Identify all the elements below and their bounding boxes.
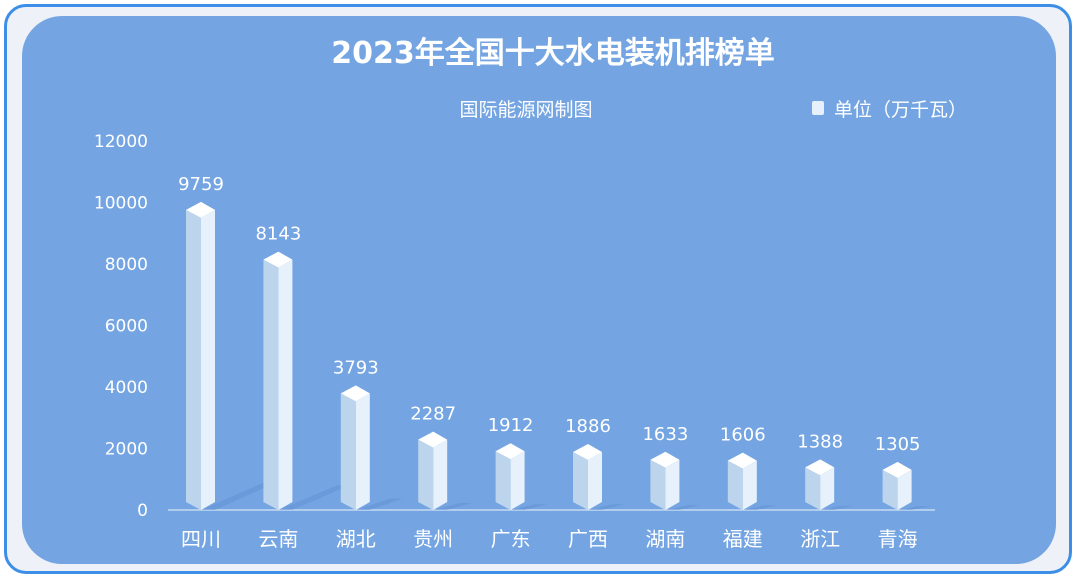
data-label: 1305 — [875, 434, 921, 455]
data-label: 8143 — [255, 224, 301, 245]
bar-shadow — [742, 505, 778, 510]
y-tick-label: 0 — [137, 501, 148, 521]
bar-left-face — [495, 451, 511, 510]
bar-shadow — [897, 506, 931, 510]
bar-left-face — [650, 459, 666, 510]
bar-left-face — [186, 209, 201, 510]
legend-swatch — [812, 101, 824, 115]
y-tick-label: 8000 — [105, 255, 148, 275]
x-tick-label: 福建 — [723, 527, 763, 551]
bar — [418, 431, 448, 510]
bar-right-face — [510, 451, 525, 510]
bar-right-face — [742, 460, 757, 510]
y-tick-label: 2000 — [105, 440, 148, 460]
data-label: 1388 — [797, 431, 843, 452]
bar-shadow — [820, 505, 854, 510]
x-tick-label: 四川 — [181, 527, 221, 551]
chart-title: 2023年全国十大水电装机排榜单 — [331, 36, 775, 71]
chart-subtitle: 国际能源网制图 — [459, 99, 592, 121]
bar-right-face — [355, 393, 370, 510]
data-label: 2287 — [410, 404, 456, 425]
bar-right-face — [201, 209, 215, 510]
bar-left-face — [805, 467, 821, 510]
bar-left-face — [418, 439, 434, 510]
bar-shadow — [278, 485, 350, 510]
x-tick-label: 湖北 — [336, 527, 376, 551]
bar — [495, 443, 525, 510]
bar-right-face — [820, 467, 835, 510]
y-tick-label: 6000 — [105, 317, 148, 337]
bar-top-face — [727, 452, 757, 469]
bar-top-face — [340, 385, 370, 402]
data-label: 3793 — [333, 357, 379, 378]
bar — [882, 461, 912, 510]
y-tick-label: 12000 — [94, 132, 148, 152]
bar-top-face — [186, 201, 215, 218]
bar-right-face — [278, 259, 293, 510]
bar-left-face — [727, 460, 743, 510]
bar-left-face — [882, 469, 898, 510]
bar-top-face — [882, 461, 912, 478]
bar — [186, 201, 215, 510]
bar — [263, 251, 293, 510]
x-tick-label: 浙江 — [800, 527, 840, 551]
bar-shadow — [355, 498, 403, 510]
bar-top-face — [495, 443, 525, 460]
bar-right-face — [665, 459, 680, 510]
bar-left-face — [263, 259, 279, 510]
x-tick-label: 广西 — [568, 527, 608, 551]
bar-shadow — [588, 504, 625, 510]
bar-right-face — [588, 452, 602, 510]
bar-shadow — [665, 505, 701, 510]
x-axis: 四川 云南 湖北 贵州 广东 广西 湖南 福建 浙江 青海 — [181, 527, 918, 551]
x-tick-label: 广东 — [491, 527, 531, 551]
bar-right-face — [897, 469, 912, 510]
x-tick-label: 青海 — [878, 527, 918, 551]
bar-top-face — [650, 451, 680, 468]
bar — [805, 459, 835, 510]
x-tick-label: 云南 — [258, 527, 298, 551]
y-tick-label: 4000 — [105, 378, 148, 398]
bar-right-face — [433, 439, 448, 510]
bar — [650, 451, 680, 510]
legend-label: 单位（万千瓦） — [834, 99, 967, 121]
bar-top-face — [805, 459, 835, 476]
bar — [573, 444, 602, 510]
data-label: 9759 — [178, 174, 224, 195]
bars: 9759 8143 3793 2287 1912 1886 1633 1606 1388 1305 — [178, 174, 931, 510]
legend: 单位（万千瓦） — [812, 99, 967, 121]
bar-top-face — [418, 431, 448, 448]
data-label: 1633 — [642, 424, 688, 445]
bar — [340, 385, 370, 510]
data-label: 1912 — [488, 415, 534, 436]
y-tick-label: 10000 — [94, 194, 148, 214]
bar-shadow — [201, 480, 282, 510]
bar-shadow — [510, 504, 548, 510]
bar-shadow — [433, 503, 472, 510]
bar-top-face — [263, 251, 293, 268]
data-label: 1606 — [720, 425, 766, 446]
bar-left-face — [340, 393, 356, 510]
bar-left-face — [573, 452, 588, 510]
bar-top-face — [573, 444, 602, 461]
data-label: 1886 — [565, 416, 611, 437]
x-tick-label: 贵州 — [413, 527, 453, 551]
y-axis: 0 2000 4000 6000 8000 10000 12000 — [94, 132, 148, 521]
x-tick-label: 湖南 — [645, 527, 685, 551]
bar — [727, 452, 757, 510]
